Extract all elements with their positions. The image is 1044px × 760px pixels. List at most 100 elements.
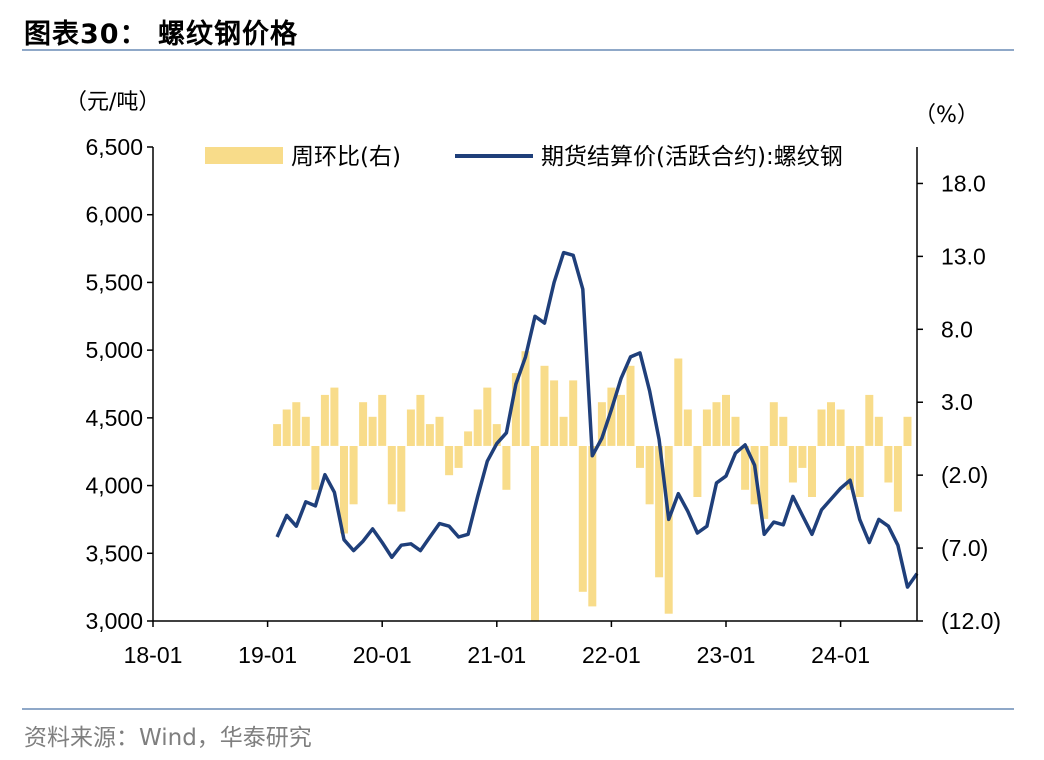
left-tick-label: 3,500 (85, 540, 143, 566)
bar-mark (406, 409, 415, 446)
right-tick-label: (12.0) (941, 608, 1001, 634)
bar-mark (827, 402, 835, 446)
bar-mark (273, 424, 282, 446)
bar-mark (359, 402, 368, 446)
left-tick-label: 6,500 (85, 134, 143, 160)
bar-mark (559, 416, 568, 446)
right-axis-unit: （%） (914, 103, 979, 128)
bar-mark (731, 416, 740, 446)
bar-mark (320, 394, 329, 446)
bar-mark (655, 446, 664, 578)
bar-mark (578, 446, 587, 592)
chart: 3,000 3,500 4,000 4,500 5,000 5,500 6,000 6,500… (65, 90, 1001, 668)
bar-mark (626, 365, 635, 446)
bar-mark (636, 446, 644, 468)
bar-mark (683, 409, 692, 446)
axes: 3,000 3,500 4,000 4,500 5,000 5,500 6,000 6,500… (85, 134, 1001, 668)
bar-mark (836, 409, 845, 446)
bar-mark (301, 416, 310, 446)
bar-mark (702, 409, 711, 446)
left-tick-label: 5,500 (85, 269, 143, 295)
bar-mark (378, 394, 387, 446)
bar-mark (808, 446, 816, 497)
bar-mark (569, 380, 578, 446)
x-tick-label: 23-01 (697, 642, 756, 668)
legend-label-line: 期货结算价(活跃合约):螺纹钢 (541, 144, 843, 170)
bar-mark (435, 416, 444, 446)
right-tick-label: 8.0 (941, 316, 973, 342)
x-tick-label: 22-01 (582, 642, 641, 668)
left-tick-label: 3,000 (85, 608, 143, 634)
bar-mark (492, 424, 501, 446)
bar-mark (502, 446, 511, 490)
bar-mark (741, 446, 750, 490)
bar-mark (607, 387, 616, 446)
legend-swatch-bar (205, 147, 283, 164)
bar-mark (597, 402, 606, 446)
right-tick-label: 18.0 (941, 170, 986, 196)
bar-mark (445, 446, 454, 476)
right-tick-label: 3.0 (941, 389, 973, 415)
bar-mark (664, 446, 673, 614)
x-tick-label: 20-01 (353, 642, 412, 668)
bar-mark (645, 446, 654, 505)
bar-mark (865, 394, 874, 446)
bar-mark (387, 446, 396, 505)
left-axis-unit: （元/吨） (65, 90, 160, 115)
bar-mark (874, 416, 883, 446)
bar-mark (693, 446, 702, 497)
bar-mark (855, 446, 864, 497)
bar-mark (282, 409, 291, 446)
bar-mark (722, 394, 730, 446)
bar-mark (521, 351, 530, 446)
bar-mark (712, 402, 721, 446)
bar-mark (464, 431, 473, 446)
bar-mark (340, 446, 348, 534)
bar-mark (798, 446, 807, 468)
bar-mark (617, 394, 625, 446)
bar-mark (311, 446, 320, 490)
x-tick-label: 21-01 (467, 642, 526, 668)
bar-mark (330, 387, 339, 446)
legend: 周环比(右) 期货结算价(活跃合约):螺纹钢 (205, 144, 843, 170)
bar-mark (349, 446, 358, 505)
bar-mark (416, 394, 425, 446)
x-tick-label: 18-01 (124, 642, 183, 668)
left-tick-label: 4,000 (85, 473, 143, 499)
bar-mark (550, 380, 559, 446)
bar-mark (788, 446, 797, 483)
bar-mark (779, 416, 788, 446)
price-line (275, 250, 919, 589)
bar-mark (769, 402, 778, 446)
bar-mark (483, 387, 492, 446)
bar-mark (903, 416, 912, 446)
x-tick-label: 24-01 (811, 642, 870, 668)
bar-mark (473, 409, 482, 446)
bottom-divider (22, 708, 1014, 710)
bar-mark (884, 446, 893, 483)
bar-mark (454, 446, 463, 468)
source-note: 资料来源：Wind，华泰研究 (24, 725, 312, 751)
legend-label-bar: 周环比(右) (291, 144, 401, 170)
bar-mark (817, 409, 826, 446)
figure-title: 图表30： 螺纹钢价格 (24, 19, 298, 50)
bar-mark (368, 416, 377, 446)
bar-mark (292, 402, 301, 446)
right-tick-label: (7.0) (941, 535, 988, 561)
bar-mark (425, 424, 434, 446)
bar-mark (540, 365, 549, 446)
bar-mark (588, 446, 597, 607)
bar-mark (531, 446, 539, 621)
right-tick-label: 13.0 (941, 243, 986, 269)
x-tick-label: 19-01 (238, 642, 297, 668)
bar-mark (846, 446, 855, 490)
left-tick-label: 6,000 (85, 202, 143, 228)
top-divider (22, 49, 1014, 51)
line-series (275, 250, 919, 589)
right-tick-label: (2.0) (941, 462, 988, 488)
bar-mark (760, 446, 769, 519)
bar-mark (893, 446, 902, 512)
bar-series (273, 351, 912, 621)
left-tick-label: 5,000 (85, 337, 143, 363)
left-tick-label: 4,500 (85, 405, 143, 431)
